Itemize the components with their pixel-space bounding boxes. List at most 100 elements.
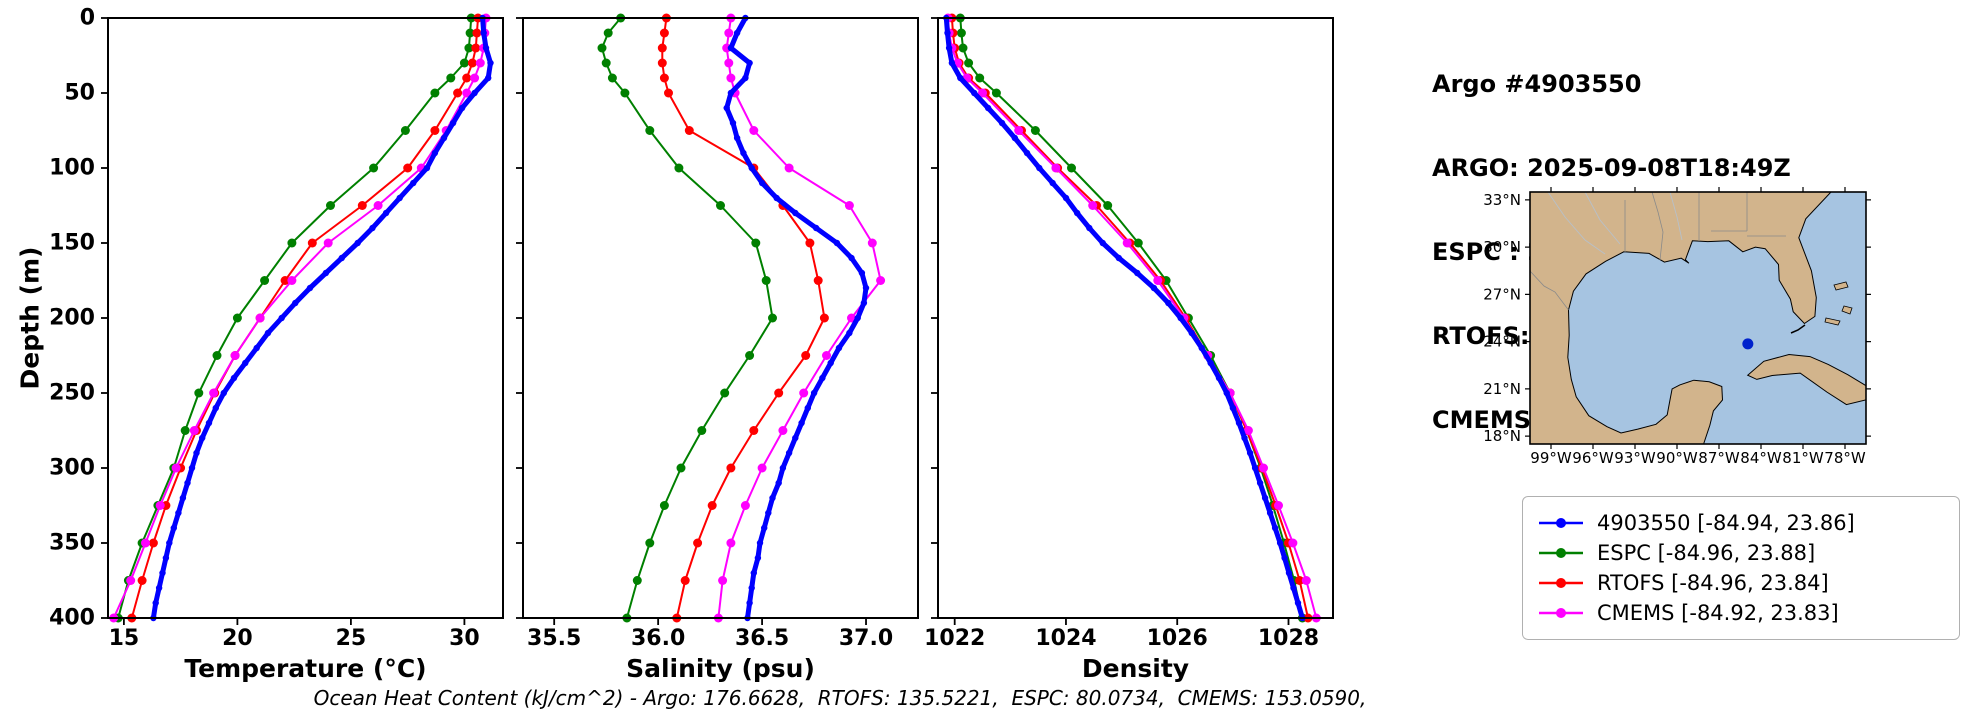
data-point-marker [1086,224,1093,232]
density-axis-label: Density [1081,654,1190,683]
data-point-marker [472,28,482,38]
legend-item-rtofs: RTOFS [-84.96, 23.84] [1537,568,1945,598]
data-point-marker [645,126,655,135]
data-point-marker [978,88,987,98]
data-point-marker [1241,434,1248,442]
x-tick-label: 36.0 [631,626,685,651]
data-point-marker [264,329,272,337]
series-line [112,17,487,619]
data-point-marker [152,599,159,607]
data-point-marker [199,434,206,442]
x-tick-label: 1028 [1258,626,1319,651]
temperature-series-4903550 [150,14,494,622]
data-point-marker [765,509,772,517]
data-point-marker [784,163,794,173]
salinity-series-RTOFS [657,13,829,623]
data-point-marker [175,509,182,517]
density-series-CMEMS [943,13,1321,623]
data-point-marker [1062,194,1070,202]
data-point-marker [1049,179,1056,187]
data-point-marker [306,284,314,292]
data-point-marker [1246,449,1254,457]
x-tick-label: 35.5 [527,626,581,651]
y-tick-label: 0 [80,6,95,31]
data-point-marker [774,388,784,398]
data-point-marker [1073,209,1081,217]
data-point-marker [1229,404,1237,412]
rivers [1547,191,1683,255]
data-point-marker [659,28,669,38]
ocean-heat-content-note: Ocean Heat Content (kJ/cm^2) - Argo: 176… [313,686,1367,710]
temperature-frame [107,17,504,619]
data-point-marker [212,351,222,360]
data-point-marker [126,576,136,585]
data-point-marker [758,179,766,187]
legend-line-marker-espc [1539,548,1583,558]
legend-label-espc: ESPC [-84.96, 23.88] [1597,541,1816,565]
data-point-marker [991,88,1001,98]
data-point-marker [1011,134,1018,142]
data-point-marker [278,314,285,322]
map-ticks-and-labels: 99°W 96°W 93°W 90°W 87°W 84°W 81°W 78°W 33°N 30°N… [1483,187,1871,467]
density-frame [937,17,1334,619]
map-lat-label: 33°N [1483,191,1521,209]
density-series-ESPC [955,13,1307,623]
data-point-marker [975,73,985,83]
y-tick-label: 250 [49,381,95,406]
data-point-marker [945,44,953,52]
data-point-marker [1223,389,1230,397]
data-point-marker [769,494,776,502]
data-point-marker [1177,314,1184,322]
y-tick-label: 300 [49,456,95,481]
data-point-marker [775,479,782,487]
data-point-marker [1150,284,1158,292]
data-point-marker [323,238,333,248]
series-line [130,17,479,619]
data-point-marker [740,149,747,157]
data-point-marker [844,201,854,210]
data-point-marker [1088,201,1098,210]
y-tick-label: 400 [49,606,95,631]
data-point-marker [369,224,376,232]
series-line [950,17,1309,619]
depth-axis-label: Depth (m) [15,246,45,390]
data-point-marker [867,238,877,248]
data-point-marker [354,239,361,247]
data-point-marker [1030,126,1040,135]
y-tick-label: 350 [49,531,95,556]
data-point-marker [748,164,755,172]
map-lat-label: 21°N [1483,380,1521,398]
data-point-marker [194,388,204,398]
data-point-marker [431,149,439,157]
legend-label-rtofs: RTOFS [-84.96, 23.84] [1597,571,1829,595]
data-point-marker [155,584,163,592]
gulf-of-mexico-map: 99°W 96°W 93°W 90°W 87°W 84°W 81°W 78°W 33°N 30°N… [1483,187,1871,467]
data-point-marker [475,58,485,68]
legend-line-marker-4903550 [1539,518,1583,528]
data-point-marker [819,313,829,323]
data-point-marker [220,389,227,397]
data-point-marker [684,126,694,135]
data-point-marker [810,389,818,397]
data-point-marker [876,276,886,285]
data-point-marker [255,313,265,323]
data-point-marker [632,576,642,585]
data-point-marker [778,426,788,435]
float-title: Argo #4903550 [1432,70,1642,98]
data-point-marker [1281,554,1288,562]
map-lon-label: 96°W [1572,449,1614,467]
data-point-marker [757,463,767,473]
data-point-marker [482,44,490,52]
data-point-marker [1153,276,1163,285]
data-point-marker [944,29,951,37]
florida-keys [1790,324,1806,334]
x-tick-label: 1022 [924,626,985,651]
data-point-marker [697,426,707,435]
salinity-series-ESPC [597,13,777,623]
temperature-axis-label: Temperature (°C) [184,654,427,683]
legend-label-cmems: CMEMS [-84.92, 23.83] [1597,601,1839,625]
data-point-marker [242,359,249,367]
data-point-marker [141,538,150,548]
data-point-marker [827,359,834,367]
x-tick-label: 1024 [1035,626,1096,651]
